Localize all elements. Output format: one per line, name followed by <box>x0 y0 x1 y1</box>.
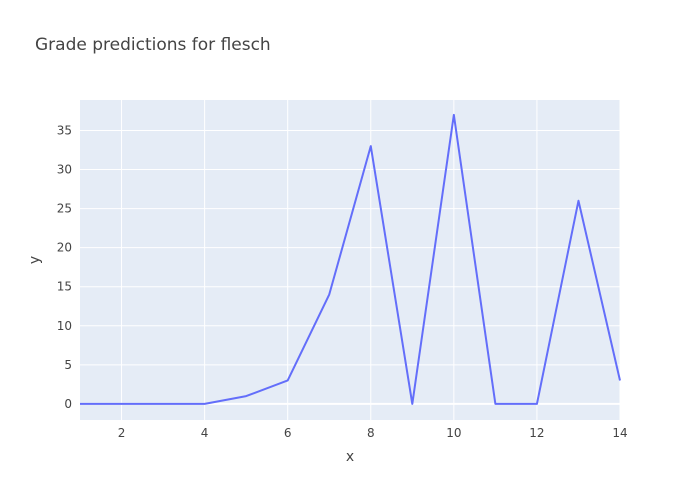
x-tick-label: 2 <box>118 426 126 440</box>
y-tick-labels: 0 5 10 15 20 25 30 35 <box>57 123 72 410</box>
y-tick-label: 5 <box>64 358 72 372</box>
x-tick-label: 14 <box>612 426 627 440</box>
y-tick-label: 35 <box>57 123 72 137</box>
y-tick-label: 30 <box>57 163 72 177</box>
x-tick-labels: 2 4 6 8 10 12 14 <box>118 426 628 440</box>
chart-title: Grade predictions for flesch <box>35 35 271 55</box>
series-line <box>80 113 621 405</box>
series-layer <box>80 113 621 405</box>
y-tick-label: 20 <box>57 241 72 255</box>
y-tick-label: 15 <box>57 280 72 294</box>
grid-lines <box>80 100 621 420</box>
plot-background <box>80 100 620 420</box>
y-tick-label: 10 <box>57 319 72 333</box>
y-tick-label: 25 <box>57 202 72 216</box>
x-tick-label: 4 <box>201 426 209 440</box>
x-axis-label: x <box>346 449 354 465</box>
x-tick-label: 12 <box>529 426 544 440</box>
x-tick-label: 10 <box>446 426 461 440</box>
y-axis-label: y <box>27 256 43 264</box>
x-tick-label: 6 <box>284 426 292 440</box>
x-tick-label: 8 <box>367 426 375 440</box>
y-tick-label: 0 <box>64 397 72 411</box>
